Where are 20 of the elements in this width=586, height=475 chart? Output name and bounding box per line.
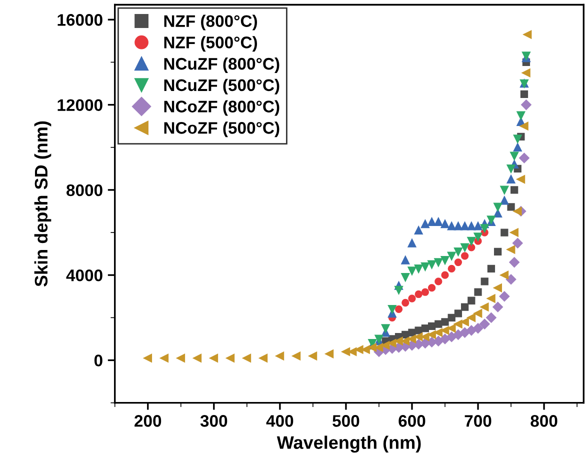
y-tick-label: 12000 (58, 99, 102, 111)
legend-label: NCoZF (500°C) (164, 122, 280, 138)
y-axis-title: Skin depth SD (nm) (34, 121, 52, 287)
x-tick-label: 600 (398, 415, 426, 427)
x-tick-label: 700 (464, 415, 492, 427)
legend-label: NCoZF (800°C) (164, 100, 280, 116)
legend-label: NZF (500°C) (164, 36, 257, 52)
y-tick-label: 0 (94, 354, 102, 366)
y-tick-label: 8000 (66, 184, 102, 196)
legend-label: NZF (800°C) (164, 14, 257, 30)
x-tick-label: 400 (266, 415, 294, 427)
x-tick-label: 200 (134, 415, 162, 427)
x-tick-label: 500 (332, 415, 360, 427)
legend-label: NCuZF (500°C) (164, 78, 280, 94)
x-tick-label: 300 (200, 415, 228, 427)
y-tick-label: 16000 (58, 14, 102, 26)
legend-label: NCuZF (800°C) (164, 57, 280, 74)
x-tick-label: 800 (530, 415, 558, 427)
y-tick-label: 4000 (66, 269, 102, 282)
x-axis-title: Wavelength (nm) (276, 436, 421, 453)
